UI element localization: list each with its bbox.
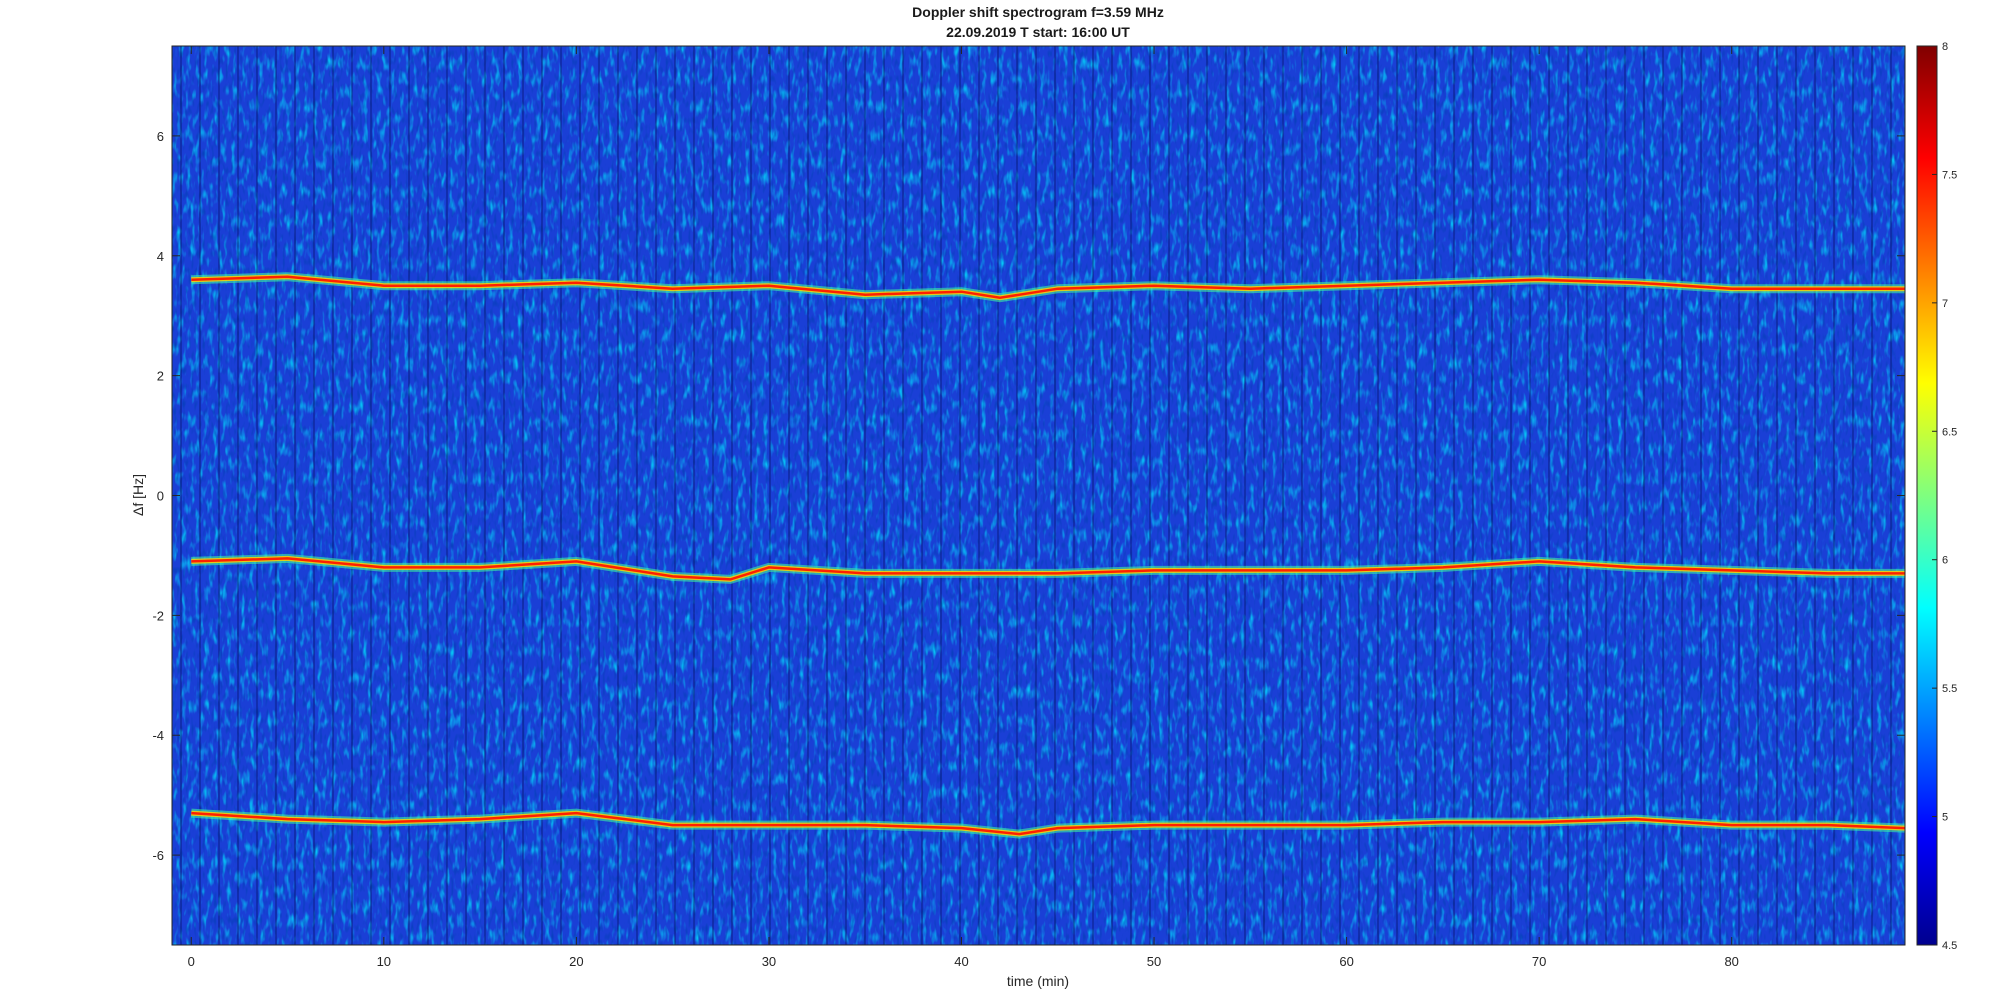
x-tick-label: 60 bbox=[1339, 954, 1353, 969]
window-boundaries bbox=[180, 46, 1892, 945]
trace-line-2 bbox=[191, 557, 1905, 581]
y-tick-label: -6 bbox=[152, 848, 164, 863]
y-tick-label: -2 bbox=[152, 608, 164, 623]
x-axis-ticks: 0 10 20 30 40 50 60 70 80 bbox=[188, 46, 1739, 969]
plot-area bbox=[172, 46, 1905, 945]
x-tick-label: 70 bbox=[1532, 954, 1546, 969]
x-tick-label: 0 bbox=[188, 954, 195, 969]
x-tick-label: 30 bbox=[762, 954, 776, 969]
colorbar-gradient bbox=[1916, 45, 1938, 946]
noise-layer-dark bbox=[172, 46, 1905, 945]
colorbar-tick-label: 4.5 bbox=[1942, 940, 1957, 952]
colorbar-tick-label: 7 bbox=[1942, 298, 1948, 310]
trace-line-3 bbox=[191, 811, 1905, 836]
y-axis-ticks: 6 4 2 0 -2 -4 -6 bbox=[152, 129, 1905, 863]
colorbar-tick-label: 7.5 bbox=[1942, 169, 1957, 181]
y-tick-label: -4 bbox=[152, 728, 164, 743]
colorbar-ticks: 8 7.5 7 6.5 6 5.5 5 4.5 bbox=[1932, 41, 1957, 952]
chart-title: Doppler shift spectrogram f=3.59 MHz bbox=[912, 4, 1164, 20]
y-tick-label: 2 bbox=[157, 369, 164, 384]
colorbar-tick-label: 8 bbox=[1942, 41, 1948, 53]
signal-traces bbox=[191, 272, 1905, 839]
y-tick-label: 6 bbox=[157, 129, 164, 144]
x-tick-label: 40 bbox=[954, 954, 968, 969]
colorbar: 8 7.5 7 6.5 6 5.5 5 4.5 bbox=[1916, 41, 1957, 952]
colorbar-tick-label: 6 bbox=[1942, 555, 1948, 567]
x-tick-label: 20 bbox=[569, 954, 583, 969]
x-tick-label: 50 bbox=[1147, 954, 1161, 969]
x-tick-label: 80 bbox=[1724, 954, 1738, 969]
y-tick-label: 4 bbox=[157, 249, 164, 264]
y-axis-label: Δf [Hz] bbox=[130, 474, 146, 516]
x-tick-label: 10 bbox=[377, 954, 391, 969]
y-tick-label: 0 bbox=[157, 489, 164, 504]
x-axis-label: time (min) bbox=[1007, 973, 1069, 989]
chart-subtitle: 22.09.2019 T start: 16:00 UT bbox=[946, 24, 1130, 40]
colorbar-tick-label: 5 bbox=[1942, 812, 1948, 824]
trace-line-1 bbox=[191, 275, 1905, 299]
colorbar-tick-label: 6.5 bbox=[1942, 426, 1957, 438]
colorbar-tick-label: 5.5 bbox=[1942, 683, 1957, 695]
